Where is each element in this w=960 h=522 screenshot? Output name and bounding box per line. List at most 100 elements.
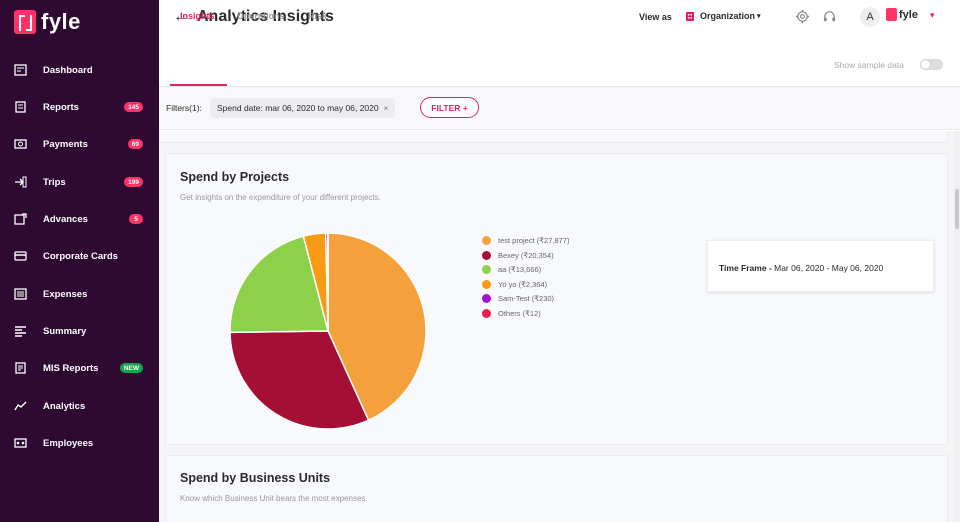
active-tab-indicator [170, 84, 227, 86]
time-frame-tooltip: Time Frame - Mar 06, 2020 - May 06, 2020 [707, 240, 934, 292]
card-subtitle: Get insights on the expenditure of your … [180, 193, 381, 202]
organization-icon [686, 12, 694, 21]
chevron-down-icon: ▾ [757, 13, 761, 20]
reports-icon [14, 101, 27, 113]
back-arrow-icon[interactable]: ← [173, 8, 189, 25]
legend-dot [482, 294, 491, 304]
sidebar-item-advances[interactable]: Advances 5 [0, 204, 159, 234]
sidebar-item-analytics[interactable]: Analytics [0, 391, 159, 421]
sidebar-item-label: Summary [43, 325, 87, 337]
legend-dot [482, 236, 491, 245]
legend-label: Bexey (₹20,354) [498, 250, 554, 260]
sidebar-item-label: Trips [43, 176, 66, 188]
legend-label: Others (₹12) [498, 309, 541, 318]
sidebar-item-dashboard[interactable]: Dashboard [0, 55, 159, 85]
analytics-icon [14, 400, 27, 412]
show-sample-data-label: Show sample data [834, 60, 904, 70]
pie-slice-test-project[interactable] [327, 232, 427, 422]
card-title: Spend by Business Units [180, 471, 331, 485]
card-subtitle: Know which Business Unit bears the most … [180, 494, 368, 503]
count-badge: 5 [129, 214, 143, 224]
count-badge: 199 [124, 177, 143, 187]
legend-item[interactable]: Yo yo (₹2,364) [482, 279, 548, 289]
avatar[interactable]: A [860, 7, 880, 27]
filter-chip-label: Spend date: mar 06, 2020 to may 06, 2020 [217, 103, 379, 113]
tabs-bar [159, 52, 960, 87]
add-filter-button[interactable]: FILTER + [420, 97, 479, 118]
sidebar: fyle Dashboard Reports 145 Payments 69 Trips 1… [0, 0, 159, 522]
tab-operations[interactable]: Operations [237, 11, 285, 21]
account-chevron-icon[interactable]: ▾ [930, 10, 935, 20]
legend-item[interactable]: Bexey (₹20,354) [482, 250, 554, 260]
legend-dot [482, 309, 491, 318]
sidebar-item-corporate-cards[interactable]: Corporate Cards [0, 241, 159, 271]
filter-chip[interactable]: Spend date: mar 06, 2020 to may 06, 2020… [210, 98, 396, 118]
sidebar-item-label: Corporate Cards [43, 250, 118, 262]
expenses-icon [14, 288, 27, 300]
legend-label: Sam-Test (₹230) [498, 294, 555, 304]
card-title: Spend by Projects [180, 170, 290, 184]
legend-label: Yo yo (₹2,364) [498, 279, 548, 289]
time-frame-label: Time Frame - [719, 263, 775, 273]
logo-text: fyle [41, 9, 81, 34]
legend-label: aa (₹13,666) [498, 265, 542, 275]
tab-risk[interactable]: Risk [308, 11, 328, 21]
tab-insights[interactable]: Insights [180, 11, 215, 21]
scrollbar[interactable] [954, 131, 960, 522]
mis-reports-icon [14, 362, 27, 374]
previous-card-bottom [159, 131, 948, 143]
summary-icon [14, 325, 27, 337]
org-brand-logo[interactable]: fyle [886, 8, 918, 21]
scrollbar-thumb[interactable] [955, 189, 959, 229]
close-icon[interactable]: × [383, 103, 389, 113]
view-as-label: View as [639, 12, 672, 22]
organization-select-value: Organization [700, 11, 756, 21]
legend-dot [482, 265, 491, 275]
headset-icon[interactable] [822, 9, 837, 24]
sidebar-item-label: Employees [43, 437, 94, 449]
fyle-logo[interactable]: fyle [14, 9, 81, 35]
sidebar-item-summary[interactable]: Summary [0, 316, 159, 346]
new-badge: NEW [119, 363, 143, 373]
sample-data-toggle[interactable] [920, 59, 943, 70]
legend-item[interactable]: Sam-Test (₹230) [482, 294, 555, 304]
legend-item[interactable]: aa (₹13,666) [482, 265, 542, 275]
legend-item[interactable]: test project (₹27,877) [482, 236, 569, 245]
gear-icon[interactable] [795, 9, 810, 24]
sidebar-item-employees[interactable]: Employees [0, 428, 159, 458]
pie-slice-aa[interactable] [229, 235, 329, 334]
sidebar-item-label: Dashboard [43, 64, 93, 76]
sidebar-item-label: Reports [43, 101, 79, 113]
legend-dot [482, 279, 491, 289]
brand-text: fyle [899, 8, 918, 21]
time-frame-value: Mar 06, 2020 - May 06, 2020 [774, 263, 884, 273]
count-badge: 69 [127, 139, 143, 149]
count-badge: 145 [124, 102, 143, 112]
organization-select[interactable]: Organization ▾ [685, 11, 761, 21]
dashboard-icon [14, 64, 27, 76]
payments-icon [14, 138, 27, 150]
advances-icon [14, 213, 27, 225]
fyle-brand-icon [886, 8, 897, 21]
legend-dot [482, 250, 491, 260]
sidebar-item-label: MIS Reports [43, 362, 99, 374]
pie-slice-bexey[interactable] [229, 330, 370, 430]
spend-by-projects-pie-chart [229, 232, 427, 430]
sidebar-item-reports[interactable]: Reports 145 [0, 92, 159, 122]
sidebar-item-label: Expenses [43, 288, 88, 300]
legend-label: test project (₹27,877) [498, 236, 570, 245]
trips-icon [14, 176, 27, 188]
sidebar-item-label: Payments [43, 138, 88, 150]
filters-label: Filters(1): [166, 103, 202, 113]
sidebar-item-trips[interactable]: Trips 199 [0, 167, 159, 197]
sidebar-item-payments[interactable]: Payments 69 [0, 129, 159, 159]
page-title: Analytics Insights [197, 8, 334, 25]
toggle-knob [921, 60, 930, 69]
card-icon [14, 250, 27, 262]
sidebar-item-expenses[interactable]: Expenses [0, 279, 159, 309]
fyle-logo-icon [14, 10, 36, 34]
legend-item[interactable]: Others (₹12) [482, 309, 541, 318]
sidebar-item-mis-reports[interactable]: MIS Reports NEW [0, 353, 159, 383]
employees-icon [14, 437, 27, 449]
spend-by-business-units-card: Spend by Business Units Know which Busin… [165, 455, 948, 522]
